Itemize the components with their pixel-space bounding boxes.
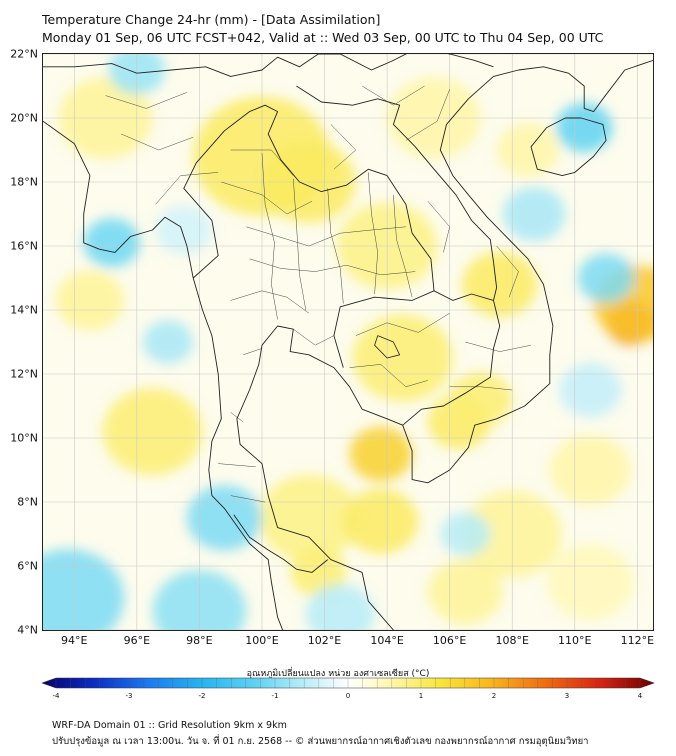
warming-area bbox=[102, 388, 203, 476]
province-boundary bbox=[330, 124, 357, 170]
province-boundary bbox=[218, 463, 256, 468]
longitude-tick-label: 112°E bbox=[620, 634, 655, 647]
colorbar-tick-label: 1 bbox=[418, 692, 424, 700]
colorbar-tick-label: 0 bbox=[345, 692, 351, 700]
country-border bbox=[183, 104, 435, 368]
province-boundary bbox=[496, 245, 519, 298]
province-boundary bbox=[393, 194, 413, 298]
warming-area bbox=[546, 543, 635, 621]
latitude-tick-label: 10°N bbox=[10, 431, 38, 445]
warming-area bbox=[343, 488, 419, 554]
province-boundary bbox=[349, 364, 428, 388]
province-boundary bbox=[230, 495, 266, 503]
country-border bbox=[43, 54, 494, 77]
colorbar-tick-label: -2 bbox=[198, 692, 206, 700]
latitude-tick-label: 22°N bbox=[10, 47, 38, 61]
colorbar-tick-label: -4 bbox=[52, 692, 60, 700]
map-panel bbox=[42, 53, 654, 631]
province-boundary bbox=[449, 386, 513, 391]
longitude-tick-label: 104°E bbox=[370, 634, 404, 647]
latitude-tick-label: 4°N bbox=[17, 623, 38, 637]
warming-area bbox=[496, 122, 560, 178]
country-border bbox=[402, 290, 501, 426]
cooling-area bbox=[440, 512, 491, 556]
latitude-tick-label: 8°N bbox=[17, 495, 38, 509]
colorbar-ticks bbox=[55, 678, 641, 688]
footer-model-info: WRF-DA Domain 01 :: Grid Resolution 9km … bbox=[52, 720, 287, 731]
latitude-tick-label: 14°N bbox=[10, 303, 38, 317]
coastline bbox=[236, 59, 653, 630]
cooling-area bbox=[577, 253, 635, 303]
colorbar-tick-label: 3 bbox=[564, 692, 570, 700]
warming-area bbox=[258, 474, 359, 562]
province-boundary bbox=[121, 133, 194, 151]
warming-area bbox=[462, 251, 538, 317]
longitude-tick-label: 108°E bbox=[495, 634, 529, 647]
province-boundary bbox=[465, 341, 532, 352]
cooling-area bbox=[305, 584, 375, 630]
colorbar-tick-label: 4 bbox=[637, 692, 643, 700]
warming-area bbox=[549, 434, 632, 506]
province-boundary bbox=[368, 172, 378, 295]
province-boundary bbox=[230, 290, 310, 314]
latitude-tick-label: 12°N bbox=[10, 367, 38, 381]
colorbar-tick-label: -1 bbox=[271, 692, 279, 700]
footer-update-info: ปรับปรุงข้อมูล ณ เวลา 13:00น. วัน จ. ที่… bbox=[52, 736, 589, 747]
longitude-tick-label: 106°E bbox=[432, 634, 467, 647]
province-boundary bbox=[293, 328, 335, 346]
cooling-area bbox=[83, 218, 140, 268]
warming-area bbox=[427, 559, 503, 625]
cooling-area bbox=[556, 103, 613, 153]
warming-area bbox=[349, 426, 413, 482]
latitude-tick-label: 20°N bbox=[10, 111, 38, 125]
warming-area bbox=[55, 270, 125, 331]
warming-area bbox=[449, 372, 513, 427]
province-boundary bbox=[327, 188, 344, 304]
longitude-tick-label: 110°E bbox=[558, 634, 592, 647]
temperature-map bbox=[43, 54, 653, 630]
country-border bbox=[233, 514, 328, 573]
province-boundary bbox=[230, 412, 244, 423]
cooling-area bbox=[43, 549, 125, 630]
graticule bbox=[43, 54, 653, 630]
country-border bbox=[296, 85, 498, 301]
longitude-tick-label: 98°E bbox=[186, 634, 213, 647]
province-boundary bbox=[405, 89, 450, 141]
province-boundary bbox=[355, 312, 450, 336]
province-boundary bbox=[105, 92, 187, 109]
longitude-tick-label: 102°E bbox=[307, 634, 342, 647]
colorbar-tick-label: -3 bbox=[125, 692, 133, 700]
province-boundary bbox=[293, 178, 307, 311]
latitude-tick-label: 18°N bbox=[10, 175, 38, 189]
colorbar-tick-label: 2 bbox=[491, 692, 497, 700]
chart-subtitle: Monday 01 Sep, 06 UTC FCST+042, Valid at… bbox=[42, 30, 604, 45]
latitude-tick-label: 6°N bbox=[17, 559, 38, 573]
longitude-tick-label: 96°E bbox=[123, 634, 151, 647]
province-boundary bbox=[155, 172, 219, 205]
province-boundary bbox=[230, 149, 294, 176]
colorbar bbox=[41, 677, 655, 689]
cooling-area bbox=[559, 362, 622, 418]
province-boundary bbox=[261, 153, 278, 320]
province-boundary bbox=[221, 181, 313, 215]
province-boundary bbox=[249, 258, 416, 276]
coastline bbox=[530, 117, 607, 177]
chart-title: Temperature Change 24-hr (mm) - [Data As… bbox=[42, 12, 381, 27]
cooling-area bbox=[502, 186, 566, 242]
province-boundary bbox=[243, 348, 263, 356]
longitude-tick-label: 94°E bbox=[61, 634, 88, 647]
lake-outline bbox=[374, 335, 400, 359]
colorbar-title: อุณหภูมิเปลี่ยนแปลง หน่วย องศาเซลเซียส (… bbox=[246, 669, 430, 679]
cooling-area bbox=[143, 320, 194, 364]
latitude-tick-label: 16°N bbox=[10, 239, 38, 253]
longitude-tick-label: 100°E bbox=[245, 634, 279, 647]
province-boundary bbox=[361, 85, 425, 106]
coastline bbox=[43, 120, 284, 630]
cooling-area bbox=[155, 205, 212, 255]
cooling-area bbox=[186, 485, 262, 551]
map-lines bbox=[43, 54, 653, 630]
province-boundary bbox=[427, 201, 450, 253]
